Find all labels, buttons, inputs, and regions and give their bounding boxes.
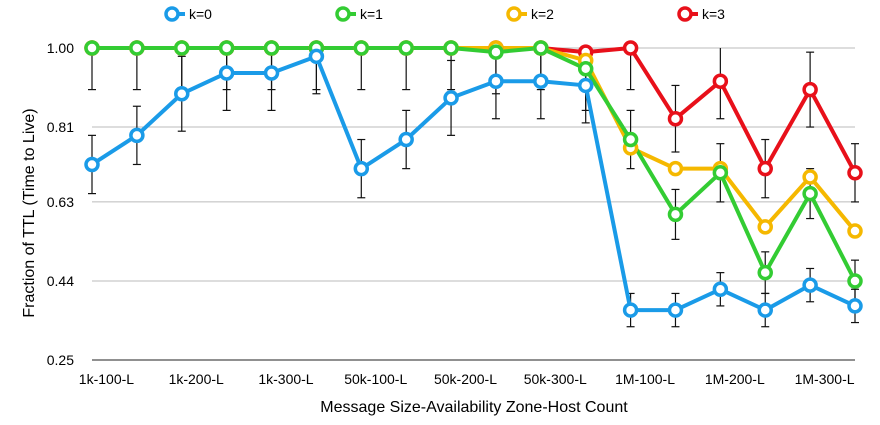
legend-label: k=1 [360, 6, 383, 22]
legend-marker [677, 6, 693, 22]
data-point [218, 40, 235, 56]
data-point [757, 264, 773, 281]
legend-marker [164, 6, 180, 22]
y-tick-label: 0.63 [47, 194, 74, 210]
data-point [667, 110, 684, 127]
data-point [667, 160, 684, 177]
data-point [757, 302, 773, 318]
legend-marker [506, 6, 522, 22]
data-point [174, 40, 190, 56]
data-point [263, 40, 280, 56]
error-bars [88, 47, 859, 328]
data-point [757, 219, 773, 235]
data-point [488, 44, 504, 60]
series-lines [90, 46, 857, 313]
data-point [533, 40, 549, 56]
x-tick-label: 50k-200-L [434, 371, 497, 387]
x-axis-title: Message Size-Availability Zone-Host Coun… [320, 399, 628, 416]
y-axis-ticks: 1.00 0.81 0.63 0.44 0.25 [47, 40, 74, 368]
x-tick-label: 50k-300-L [524, 371, 587, 387]
y-tick-label: 0.44 [47, 273, 74, 289]
data-point [577, 61, 594, 77]
x-axis-ticks: 1k-100-L 1k-200-L 1k-300-L 50k-100-L 50k-200… [79, 371, 855, 387]
grid-lines [92, 47, 855, 361]
series-line-k0 [90, 54, 856, 313]
legend-label: k=3 [702, 6, 725, 22]
data-point [443, 90, 459, 106]
data-point [174, 86, 190, 102]
data-point [443, 40, 459, 56]
data-point [263, 65, 280, 81]
data-point [533, 73, 549, 90]
data-point [847, 223, 863, 239]
data-point [622, 302, 639, 318]
data-point [353, 40, 370, 56]
x-tick-label: 50k-100-L [344, 371, 407, 387]
series-markers [84, 40, 863, 318]
x-tick-label: 1M-300-L [795, 371, 855, 387]
data-point [84, 156, 100, 173]
data-point [488, 73, 504, 90]
data-point [802, 81, 818, 98]
data-point [353, 160, 370, 177]
data-point [129, 127, 145, 144]
data-point [398, 131, 414, 148]
data-point [802, 277, 818, 293]
y-tick-label: 1.00 [47, 40, 74, 56]
y-tick-label: 0.25 [47, 352, 74, 368]
y-tick-label: 0.81 [47, 119, 74, 135]
data-point [622, 40, 639, 56]
data-point [712, 73, 729, 90]
x-tick-label: 1k-100-L [79, 371, 134, 387]
series-line-k3 [92, 46, 857, 174]
x-tick-label: 1k-200-L [169, 371, 224, 387]
data-point [802, 169, 818, 185]
x-tick-label: 1k-300-L [258, 371, 313, 387]
y-axis-title: Fraction of TTL (Time to Live) [21, 108, 38, 317]
data-point [308, 48, 325, 65]
data-point [802, 185, 818, 202]
data-point [757, 160, 773, 177]
data-point [667, 206, 684, 223]
x-tick-label: 1M-200-L [705, 371, 765, 387]
legend: k=0 k=1 k=2 k=3 [164, 6, 725, 22]
data-point [398, 40, 414, 56]
data-point [667, 302, 684, 318]
data-point [622, 131, 639, 148]
data-point [712, 165, 729, 181]
data-point [847, 165, 863, 181]
legend-label: k=0 [189, 6, 212, 22]
data-point [84, 40, 100, 56]
data-point [847, 273, 863, 289]
data-point [218, 65, 235, 81]
data-point [129, 40, 145, 56]
series-line-k2 [92, 46, 857, 233]
legend-marker [335, 6, 351, 22]
data-point [577, 77, 594, 94]
data-point [847, 298, 863, 314]
data-point [712, 281, 729, 298]
x-tick-label: 1M-100-L [615, 371, 675, 387]
legend-label: k=2 [531, 6, 554, 22]
